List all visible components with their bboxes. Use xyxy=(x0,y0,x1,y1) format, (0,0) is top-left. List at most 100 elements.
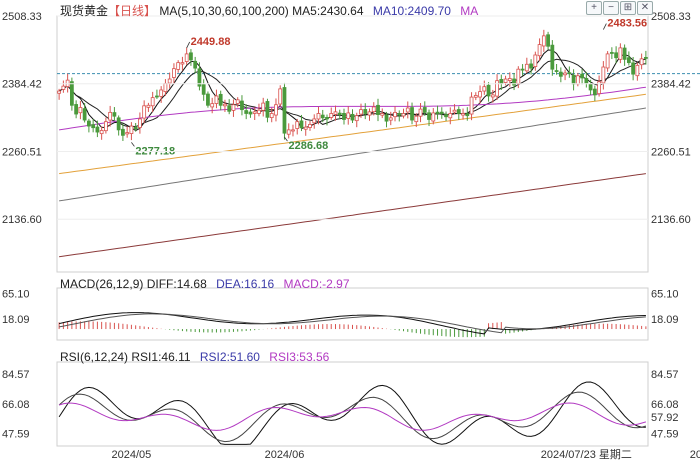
candle-body xyxy=(376,104,380,115)
macd-panel-border xyxy=(56,287,649,341)
candle-body xyxy=(444,114,448,118)
ma-line-ma100 xyxy=(59,107,646,202)
macd-panel xyxy=(58,312,647,338)
rsi-params[interactable]: RSI(6,12,24) xyxy=(60,350,129,364)
candle-body xyxy=(609,52,614,54)
candle-body xyxy=(155,95,159,98)
ma-params[interactable]: MA(5,10,30,60,100,200) xyxy=(159,4,289,18)
candle-body xyxy=(116,117,121,131)
candle-body xyxy=(367,111,372,116)
candle-body xyxy=(184,53,189,62)
candle-body xyxy=(206,93,210,106)
candle-body xyxy=(189,52,193,61)
ma-line-ma30 xyxy=(59,86,646,131)
candle-body xyxy=(533,54,538,67)
rsi3-value: RSI3:53.56 xyxy=(269,350,330,364)
candle-body xyxy=(138,118,142,128)
candle-body xyxy=(329,113,334,118)
candle-body xyxy=(176,62,181,70)
candle-body xyxy=(435,111,440,114)
candle-body xyxy=(512,78,516,86)
candle-body xyxy=(299,120,304,129)
rsi-tick-right: 84.57 xyxy=(651,369,679,381)
candle-body xyxy=(244,110,249,114)
candle-body xyxy=(57,90,62,94)
candle-body xyxy=(172,68,176,78)
candle-body xyxy=(261,102,266,111)
candle-body xyxy=(108,111,113,121)
candle-body xyxy=(507,78,512,81)
candle-body xyxy=(520,68,525,71)
candle-body xyxy=(167,78,172,84)
candle-body xyxy=(235,99,240,104)
annotation-pointer xyxy=(284,136,288,142)
price-tick-right: 2508.33 xyxy=(651,11,691,23)
candle-body xyxy=(227,105,232,112)
candle-body xyxy=(282,87,287,134)
rsi-panel xyxy=(58,381,647,445)
candle-body xyxy=(333,111,338,115)
period-label[interactable]: 【日线】 xyxy=(108,4,157,18)
price-tick-left: 2384.42 xyxy=(2,79,42,91)
candle-body xyxy=(584,78,589,84)
candle-body xyxy=(439,111,444,114)
candle-body xyxy=(580,73,584,79)
price-tick-right: 2136.60 xyxy=(651,214,691,226)
rsi-panel-border xyxy=(56,361,649,447)
candle-body xyxy=(626,57,631,64)
macd-diff-line xyxy=(58,312,646,335)
candle-body xyxy=(320,114,325,119)
candle-body xyxy=(469,96,474,115)
candle-body xyxy=(384,114,389,122)
candle-body xyxy=(91,124,96,129)
candle-body xyxy=(252,111,257,114)
candle-body xyxy=(422,107,427,113)
candle-body xyxy=(414,115,419,123)
candle-body xyxy=(537,44,542,57)
candle-body xyxy=(303,126,308,130)
candle-body xyxy=(78,107,83,114)
zoom-in-button[interactable]: + xyxy=(586,1,602,15)
rsi-tick-left: 66.08 xyxy=(2,399,30,411)
candle-body xyxy=(231,104,236,111)
price-tick-right: 2384.42 xyxy=(651,79,691,91)
candle-body xyxy=(342,112,346,120)
candle-body xyxy=(516,68,521,84)
macd-dea-line xyxy=(59,313,646,334)
candle-body xyxy=(104,121,108,132)
candle-body xyxy=(639,58,644,66)
candle-body xyxy=(571,74,576,85)
zoom-out-button[interactable]: − xyxy=(603,1,619,15)
candle-body xyxy=(614,52,618,59)
candle-body xyxy=(99,130,104,135)
macd-params[interactable]: MACD(26,12,9) xyxy=(60,277,144,291)
candle-body xyxy=(397,113,402,116)
price-tick-left: 2260.51 xyxy=(2,146,42,158)
candle-body xyxy=(129,125,134,134)
candle-body xyxy=(486,84,491,97)
annotation-label: 2286.68 xyxy=(288,140,328,152)
candle-body xyxy=(643,57,648,59)
candle-body xyxy=(550,44,555,70)
rsi-tick-right: 47.59 xyxy=(651,429,679,441)
rsi-line-3 xyxy=(58,402,647,431)
candle-body xyxy=(371,106,376,113)
candle-body xyxy=(546,34,550,47)
candle-body xyxy=(359,109,363,115)
rsi1-value: RSI1:46.11 xyxy=(131,350,191,364)
candle-body xyxy=(380,113,385,116)
candle-body xyxy=(618,47,623,60)
candle-body xyxy=(240,100,244,111)
close-button[interactable]: ✕ xyxy=(637,1,653,15)
rsi-tick-left: 84.57 xyxy=(2,369,30,381)
layout-button[interactable]: ⊞ xyxy=(620,1,636,15)
candle-body xyxy=(278,88,283,105)
candle-body xyxy=(503,78,508,83)
candle-body xyxy=(601,66,606,84)
annotation-label: 2483.56 xyxy=(607,18,647,30)
candle-body xyxy=(456,109,461,114)
candle-body xyxy=(74,104,79,115)
candle-body xyxy=(308,124,312,128)
candle-body xyxy=(529,63,533,69)
candle-body xyxy=(61,85,66,90)
